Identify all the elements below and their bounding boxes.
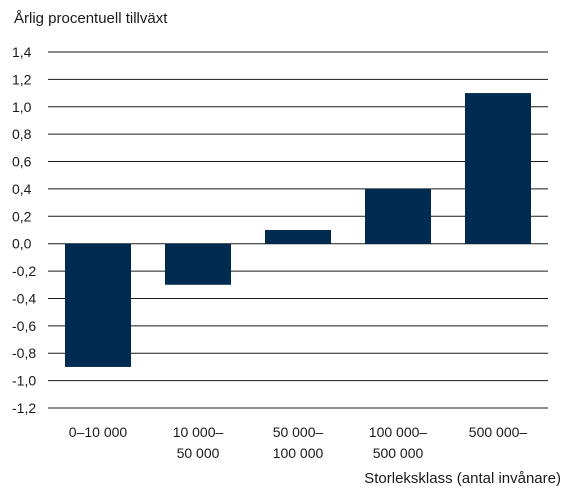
x-tick-label: 0–10 000 (69, 424, 128, 440)
y-tick-label: 0,0 (12, 236, 32, 252)
y-tick-label: -0,8 (12, 345, 36, 361)
y-tick-label: -0,4 (12, 290, 36, 306)
x-tick-label: 500 000– (469, 424, 528, 440)
bar (65, 243, 131, 367)
bar (465, 93, 531, 244)
y-tick-label: -0,6 (12, 318, 36, 334)
y-tick-label: -0,2 (12, 263, 36, 279)
y-tick-label: 1,2 (12, 71, 32, 87)
y-tick-label: -1,0 (12, 373, 36, 389)
x-axis-title: Storleksklass (antal invånare) (364, 470, 561, 487)
y-tick-label: -1,2 (12, 400, 36, 416)
bar (165, 243, 231, 285)
y-tick-label: 1,0 (12, 99, 32, 115)
x-tick-label: 100 000– (369, 424, 428, 440)
x-tick-label: 100 000 (273, 445, 324, 461)
x-tick-label: 50 000– (273, 424, 324, 440)
bar (365, 188, 431, 244)
bar (265, 230, 331, 244)
y-tick-label: 1,4 (12, 44, 32, 60)
y-tick-label: 0,4 (12, 181, 32, 197)
x-tick-label: 50 000 (177, 445, 220, 461)
y-tick-label: 0,6 (12, 154, 32, 170)
y-tick-label: 0,8 (12, 126, 32, 142)
x-tick-label: 10 000– (173, 424, 224, 440)
y-axis-title: Årlig procentuell tillväxt (14, 10, 168, 27)
x-tick-label: 500 000 (373, 445, 424, 461)
y-tick-label: 0,2 (12, 208, 32, 224)
